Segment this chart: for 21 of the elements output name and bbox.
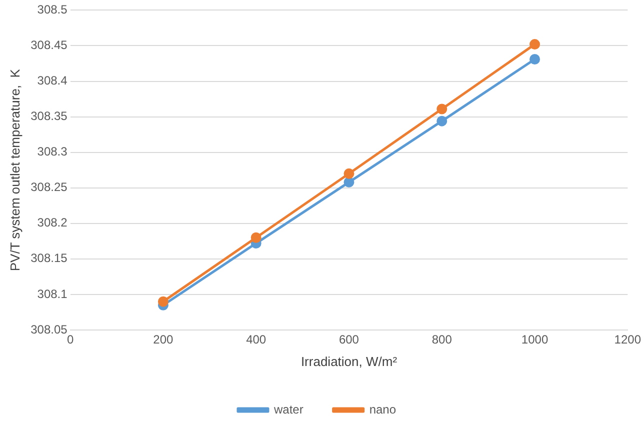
x-tick-label: 800	[432, 332, 452, 347]
x-axis-title: Irradiation, W/m²	[300, 354, 398, 369]
y-tick-label: 308.15	[30, 251, 68, 266]
x-tick-label: 0	[66, 332, 74, 347]
y-tick-label: 308.45	[30, 38, 68, 52]
y-tick-label: 308.05	[30, 322, 68, 336]
y-tick-label: 308.1	[37, 286, 68, 301]
x-tick-label: 1200	[614, 332, 642, 347]
x-tick-label: 600	[338, 332, 360, 347]
y-tick-label: 308.4	[37, 74, 68, 88]
y-tick-label: 308.25	[30, 180, 68, 194]
y-tick-label: 308.5	[37, 2, 68, 17]
y-tick-label: 308.3	[37, 144, 68, 159]
legend-label: nano	[369, 402, 396, 416]
y-axis-title: PV/T system outlet temperature, K	[7, 68, 22, 272]
x-tick-label: 200	[153, 332, 174, 347]
x-tick-label: 1000	[521, 332, 548, 347]
y-tick-label: 308.35	[30, 109, 68, 124]
y-tick-label: 308.2	[37, 216, 68, 230]
x-tick-label: 400	[246, 332, 266, 347]
legend-label: water	[272, 402, 304, 416]
